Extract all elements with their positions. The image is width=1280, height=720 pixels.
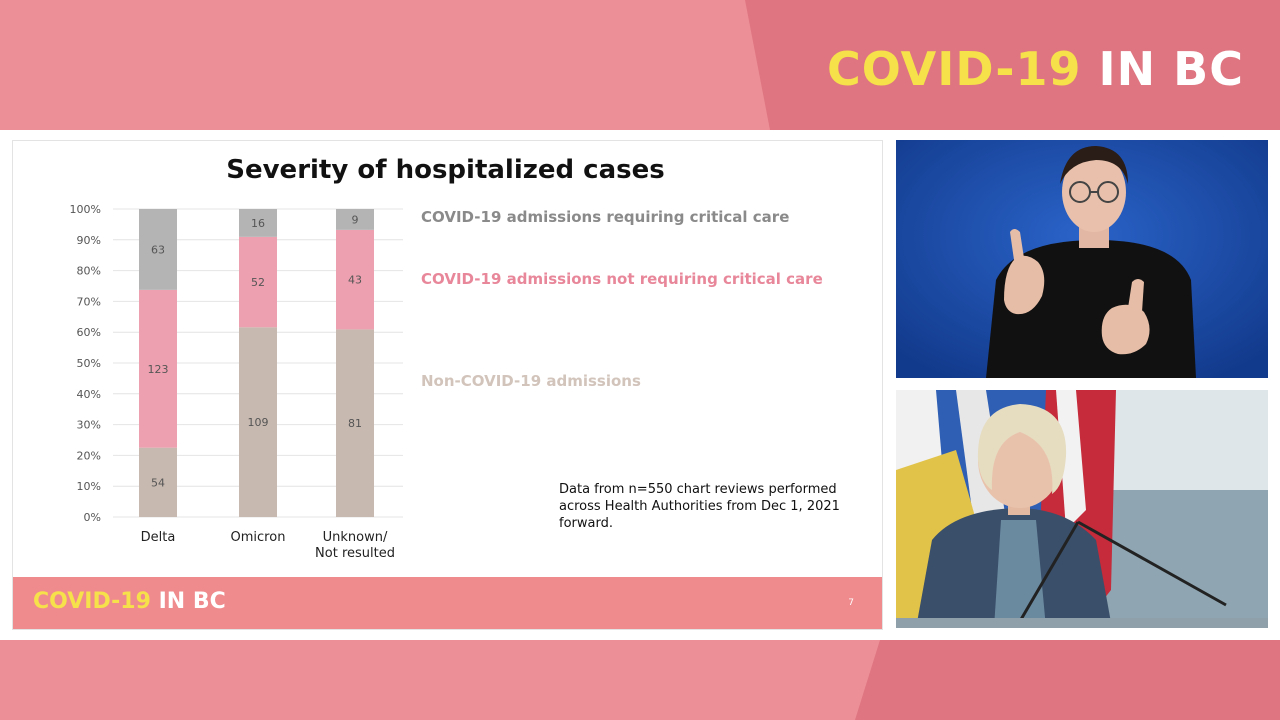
speaker-video [896,390,1268,628]
legend-critical-care: COVID-19 admissions requiring critical c… [421,208,789,226]
bar-segment [239,327,277,517]
interpreter-video [896,140,1268,378]
y-tick-label: 40% [77,388,101,401]
broadcast-logo-bc: IN BC [1098,42,1244,96]
data-label: 81 [348,417,362,430]
legend-non-covid: Non-COVID-19 admissions [421,372,641,390]
presentation-slide: Severity of hospitalized cases 0% 10% 20% 3… [12,140,883,630]
top-band [0,0,770,130]
data-label: 109 [248,416,269,429]
legend-non-covid-label: Non-COVID-19 admissions [421,372,641,390]
slide-footer: COVID-19 IN BC 7 [13,577,882,629]
data-label: 63 [151,243,165,256]
bar-segment [336,229,374,330]
legend-critical-care-label: COVID-19 admissions requiring critical c… [421,208,790,226]
footer-logo-bc: IN BC [158,589,226,614]
y-tick-label: 20% [77,449,101,462]
data-label: 52 [251,276,265,289]
slide-title: Severity of hospitalized cases [226,155,665,185]
y-tick-label: 90% [77,234,101,247]
legend-not-critical-care: COVID-19 admissions not requiring critic… [421,270,823,288]
bar-segment [139,289,177,448]
data-label: 54 [151,476,165,489]
top-band-accent [745,0,1280,130]
bar-segment [336,209,374,230]
bar-segment [336,329,374,517]
y-tick-label: 100% [70,203,101,216]
y-tick-label: 30% [77,419,101,432]
interpreter-figure [896,140,1268,378]
y-tick-label: 0% [84,511,101,524]
broadcast-logo-covid: COVID-19 [827,42,1082,96]
x-category-label: Delta [141,530,176,545]
bar-segment [139,209,177,290]
bar-segment [139,447,177,517]
bar-segment [239,236,277,328]
data-label: 9 [352,213,359,226]
x-category-label: Not resulted [315,546,395,561]
broadcast-logo: COVID-19 IN BC [827,42,1244,96]
bar-segment [239,209,277,237]
data-label: 123 [148,363,169,376]
bottom-band [0,640,880,720]
bottom-band-accent [855,640,1280,720]
x-category-label: Unknown/ [323,530,388,545]
x-category-label: Omicron [231,530,286,545]
y-tick-label: 60% [77,326,101,339]
data-label: 43 [348,274,362,287]
stacked-bar-chart: 0% 10% 20% 30% 40% 50% 60% 70% 80% 90% 100% 54 123 63… [70,203,403,561]
page-number: 7 [848,598,854,608]
speaker-figure [896,390,1268,628]
y-tick-label: 80% [77,265,101,278]
y-tick-label: 10% [77,480,101,493]
footer-logo: COVID-19 IN BC [33,589,226,614]
footer-logo-covid: COVID-19 [33,589,151,614]
data-source-note: Data from n=550 chart reviews performed … [559,482,840,531]
data-label: 16 [251,217,265,230]
legend-not-critical-care-label: COVID-19 admissions not requiring critic… [421,270,823,288]
y-tick-label: 70% [77,295,101,308]
y-tick-label: 50% [77,357,101,370]
